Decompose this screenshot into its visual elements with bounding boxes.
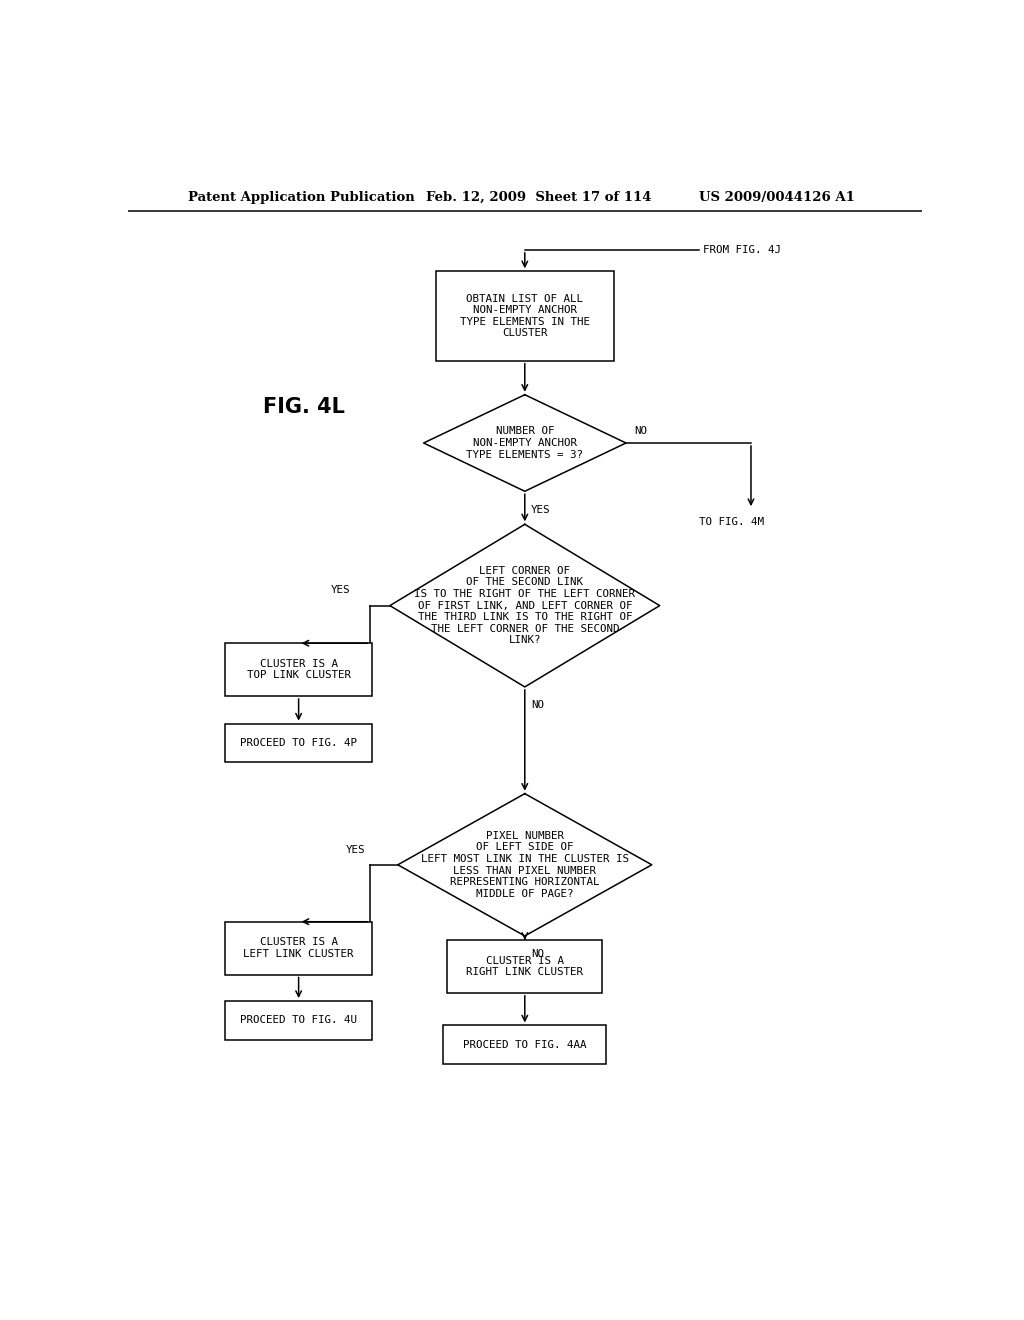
Text: YES: YES bbox=[531, 504, 551, 515]
Text: CLUSTER IS A
LEFT LINK CLUSTER: CLUSTER IS A LEFT LINK CLUSTER bbox=[244, 937, 354, 958]
Text: US 2009/0044126 A1: US 2009/0044126 A1 bbox=[699, 190, 855, 203]
Text: NO: NO bbox=[531, 949, 544, 960]
Text: FROM FIG. 4J: FROM FIG. 4J bbox=[703, 246, 781, 255]
Bar bbox=[443, 1026, 606, 1064]
Text: OBTAIN LIST OF ALL
NON-EMPTY ANCHOR
TYPE ELEMENTS IN THE
CLUSTER: OBTAIN LIST OF ALL NON-EMPTY ANCHOR TYPE… bbox=[460, 293, 590, 338]
Text: NO: NO bbox=[634, 426, 647, 436]
Bar bbox=[225, 1001, 372, 1040]
Bar bbox=[225, 723, 372, 762]
Text: NO: NO bbox=[531, 700, 544, 710]
Text: Feb. 12, 2009  Sheet 17 of 114: Feb. 12, 2009 Sheet 17 of 114 bbox=[426, 190, 651, 203]
Text: FIG. 4L: FIG. 4L bbox=[263, 397, 345, 417]
Text: PROCEED TO FIG. 4U: PROCEED TO FIG. 4U bbox=[240, 1015, 357, 1026]
Text: TO FIG. 4M: TO FIG. 4M bbox=[699, 517, 764, 527]
Text: CLUSTER IS A
RIGHT LINK CLUSTER: CLUSTER IS A RIGHT LINK CLUSTER bbox=[466, 956, 584, 977]
Text: YES: YES bbox=[346, 845, 366, 854]
Text: PROCEED TO FIG. 4P: PROCEED TO FIG. 4P bbox=[240, 738, 357, 748]
Text: LEFT CORNER OF
OF THE SECOND LINK
IS TO THE RIGHT OF THE LEFT CORNER
OF FIRST LI: LEFT CORNER OF OF THE SECOND LINK IS TO … bbox=[415, 566, 635, 645]
Text: PIXEL NUMBER
OF LEFT SIDE OF
LEFT MOST LINK IN THE CLUSTER IS
LESS THAN PIXEL NU: PIXEL NUMBER OF LEFT SIDE OF LEFT MOST L… bbox=[421, 830, 629, 899]
Bar bbox=[225, 921, 372, 974]
Text: CLUSTER IS A
TOP LINK CLUSTER: CLUSTER IS A TOP LINK CLUSTER bbox=[247, 659, 350, 680]
Bar bbox=[225, 643, 372, 696]
Bar bbox=[447, 940, 602, 993]
Text: YES: YES bbox=[331, 585, 350, 595]
Text: Patent Application Publication: Patent Application Publication bbox=[187, 190, 415, 203]
Text: PROCEED TO FIG. 4AA: PROCEED TO FIG. 4AA bbox=[463, 1040, 587, 1049]
Text: NUMBER OF
NON-EMPTY ANCHOR
TYPE ELEMENTS = 3?: NUMBER OF NON-EMPTY ANCHOR TYPE ELEMENTS… bbox=[466, 426, 584, 459]
Bar bbox=[435, 271, 614, 360]
